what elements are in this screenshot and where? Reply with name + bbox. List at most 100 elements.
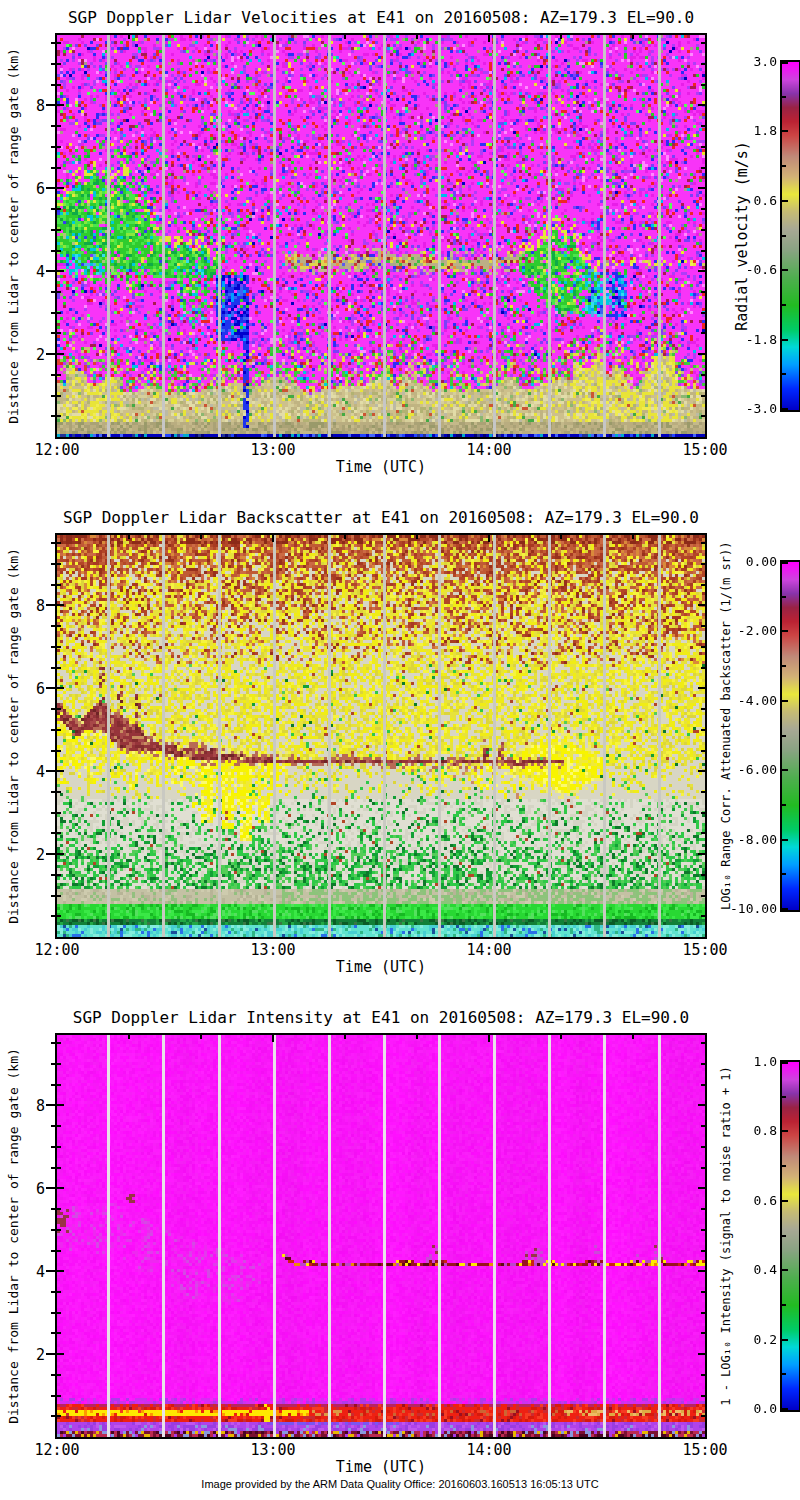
y-axis-tick bbox=[51, 584, 57, 586]
y-axis-tick bbox=[51, 563, 57, 565]
y-axis-tick bbox=[46, 1104, 57, 1106]
x-tick-label: 13:00 bbox=[238, 1441, 308, 1457]
y-axis-tick bbox=[51, 167, 57, 169]
backscatter-plot-canvas bbox=[57, 535, 705, 937]
intensity-plot-canvas bbox=[57, 1035, 705, 1437]
y-axis-tick bbox=[46, 687, 57, 689]
x-tick-label: 14:00 bbox=[454, 941, 524, 957]
x-tick-label: 15:00 bbox=[670, 941, 740, 957]
y-axis-tick bbox=[46, 104, 57, 106]
provenance-caption: Image provided by the ARM Data Quality O… bbox=[0, 1478, 800, 1490]
y-axis-tick bbox=[46, 1187, 57, 1189]
x-tick-label: 13:00 bbox=[238, 441, 308, 457]
y-axis-tick bbox=[51, 1208, 57, 1210]
y-axis-tick bbox=[51, 332, 57, 334]
y-axis-tick bbox=[51, 125, 57, 127]
velocity-panel: SGP Doppler Lidar Velocities at E41 on 2… bbox=[0, 0, 800, 500]
y-axis-tick bbox=[46, 270, 57, 272]
intensity-x-axis-label: Time (UTC) bbox=[57, 1458, 705, 1476]
y-axis-tick bbox=[51, 625, 57, 627]
velocity-title: SGP Doppler Lidar Velocities at E41 on 2… bbox=[57, 8, 705, 27]
y-axis-tick bbox=[51, 812, 57, 814]
y-axis-tick bbox=[51, 1374, 57, 1376]
backscatter-y-axis-label: Distance from Lidar to center of range g… bbox=[6, 535, 22, 937]
colorbar-tick-label: 0.6 bbox=[702, 1193, 777, 1209]
y-tick-label: 6 bbox=[9, 180, 45, 196]
colorbar-tick-label: 0.2 bbox=[702, 1332, 777, 1348]
y-axis-tick bbox=[51, 750, 57, 752]
y-tick-label: 8 bbox=[9, 97, 45, 113]
y-tick-label: 4 bbox=[9, 1263, 45, 1279]
y-axis-tick bbox=[51, 542, 57, 544]
colorbar-tick-label: -6.00 bbox=[702, 762, 777, 778]
y-axis-tick bbox=[51, 874, 57, 876]
colorbar-tick-label: -2.00 bbox=[702, 623, 777, 639]
y-axis-tick bbox=[51, 895, 57, 897]
y-axis-tick bbox=[51, 708, 57, 710]
y-axis-tick bbox=[51, 1125, 57, 1127]
y-axis-tick bbox=[51, 291, 57, 293]
y-axis-tick bbox=[51, 1250, 57, 1252]
y-axis-tick bbox=[51, 1229, 57, 1231]
y-axis-tick bbox=[51, 729, 57, 731]
y-axis-tick bbox=[51, 1167, 57, 1169]
y-axis-tick bbox=[51, 42, 57, 44]
y-axis-tick bbox=[51, 208, 57, 210]
y-axis-tick bbox=[51, 395, 57, 397]
y-tick-label: 4 bbox=[9, 263, 45, 279]
colorbar-tick-label: 0.6 bbox=[702, 193, 777, 209]
y-tick-label: 4 bbox=[9, 763, 45, 779]
y-axis-tick bbox=[51, 1312, 57, 1314]
colorbar-tick-label: 3.0 bbox=[702, 54, 777, 70]
y-axis-tick bbox=[51, 1332, 57, 1334]
y-axis-tick bbox=[46, 1270, 57, 1272]
colorbar-tick-label: 1.0 bbox=[702, 1054, 777, 1070]
x-tick-label: 15:00 bbox=[670, 441, 740, 457]
y-tick-label: 8 bbox=[9, 1097, 45, 1113]
y-tick-label: 6 bbox=[9, 680, 45, 696]
y-axis-tick bbox=[51, 146, 57, 148]
intensity-colorbar-canvas bbox=[782, 1062, 799, 1410]
y-axis-tick bbox=[51, 832, 57, 834]
y-axis-tick bbox=[51, 415, 57, 417]
y-axis-tick bbox=[51, 1291, 57, 1293]
y-axis-tick bbox=[51, 84, 57, 86]
velocity-x-axis-label: Time (UTC) bbox=[57, 458, 705, 476]
y-axis-tick bbox=[46, 187, 57, 189]
x-tick-label: 15:00 bbox=[670, 1441, 740, 1457]
y-axis-tick bbox=[51, 1415, 57, 1417]
y-tick-label: 6 bbox=[9, 1180, 45, 1196]
y-axis-tick bbox=[51, 63, 57, 65]
colorbar-tick-label: -4.00 bbox=[702, 693, 777, 709]
y-axis-tick bbox=[51, 1146, 57, 1148]
y-tick-label: 2 bbox=[9, 346, 45, 362]
y-axis-tick bbox=[46, 604, 57, 606]
colorbar-tick-label: 0.00 bbox=[702, 554, 777, 570]
backscatter-colorbar-label: LOG₁₀ Range Corr. Attenuated backscatter… bbox=[719, 562, 735, 910]
y-axis-tick bbox=[46, 353, 57, 355]
y-axis-tick bbox=[51, 1042, 57, 1044]
colorbar-tick-label: -1.8 bbox=[702, 332, 777, 348]
colorbar-tick-label: 0.4 bbox=[702, 1262, 777, 1278]
colorbar-tick-label: -0.6 bbox=[702, 262, 777, 278]
x-tick-label: 12:00 bbox=[22, 1441, 92, 1457]
x-tick-label: 14:00 bbox=[454, 1441, 524, 1457]
y-axis-tick bbox=[51, 1084, 57, 1086]
backscatter-colorbar-canvas bbox=[782, 562, 799, 910]
y-tick-label: 2 bbox=[9, 846, 45, 862]
y-axis-tick bbox=[51, 1063, 57, 1065]
colorbar-tick-label: -8.00 bbox=[702, 832, 777, 848]
y-axis-tick bbox=[46, 770, 57, 772]
backscatter-x-axis-label: Time (UTC) bbox=[57, 958, 705, 976]
y-axis-tick bbox=[46, 1353, 57, 1355]
velocity-plot-canvas bbox=[57, 35, 705, 437]
y-tick-label: 8 bbox=[9, 597, 45, 613]
y-axis-tick bbox=[51, 915, 57, 917]
colorbar-tick-label: 1.8 bbox=[702, 123, 777, 139]
y-axis-tick bbox=[51, 229, 57, 231]
y-axis-tick bbox=[51, 250, 57, 252]
velocity-colorbar-label: Radial velocity (m/s) bbox=[733, 62, 749, 410]
y-axis-tick bbox=[51, 791, 57, 793]
y-axis-tick bbox=[51, 312, 57, 314]
colorbar-tick-label: -3.0 bbox=[702, 401, 777, 417]
